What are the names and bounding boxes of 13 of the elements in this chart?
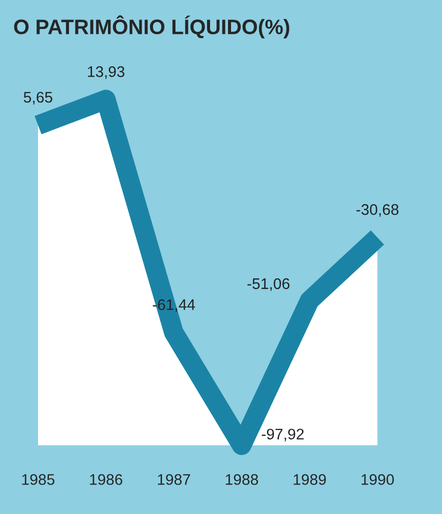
data-label: 5,65 [24,92,52,104]
chart-title: O PATRIMÔNIO LÍQUIDO(%) [14,15,290,38]
x-tick-label: 1989 [294,474,326,485]
data-label: -97,92 [262,428,304,442]
data-label: -61,44 [152,299,196,312]
data-label: -30,68 [356,204,398,217]
data-label: 13,93 [88,66,124,79]
x-tick-label: 1987 [158,474,190,485]
x-tick-label: 1986 [90,474,122,485]
x-tick-label: 1985 [22,474,54,485]
data-label: -51,06 [247,278,290,291]
x-tick-label: 1988 [226,474,258,485]
x-tick-label: 1990 [362,474,394,485]
